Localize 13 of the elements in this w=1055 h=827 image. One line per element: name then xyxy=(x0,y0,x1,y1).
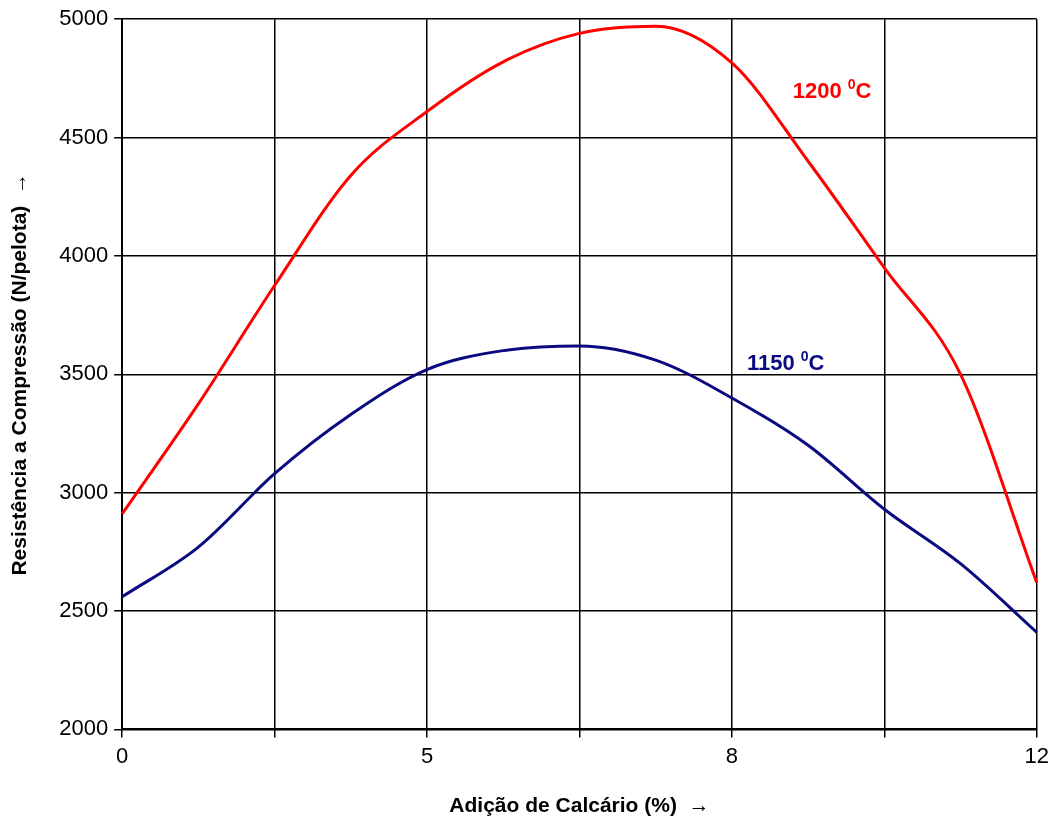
x-tick-label: 0 xyxy=(116,742,129,768)
x-tick-label: 5 xyxy=(420,742,434,768)
x-tick-label: 12 xyxy=(1024,742,1050,768)
x-tick-label: 8 xyxy=(725,742,739,768)
y-tick-label: 4500 xyxy=(59,123,109,149)
x-axis-title: Adição de Calcário (%) → xyxy=(449,793,710,817)
y-tick-label: 2500 xyxy=(59,597,109,623)
y-tick-label: 3000 xyxy=(59,478,109,504)
y-axis-title: Resistência a Compressão (N/pelota) → xyxy=(7,172,31,576)
y-tick-label: 5000 xyxy=(59,5,109,31)
y-tick-label: 3500 xyxy=(59,360,109,386)
y-tick-label: 2000 xyxy=(59,715,109,741)
y-tick-label: 4000 xyxy=(59,242,109,267)
